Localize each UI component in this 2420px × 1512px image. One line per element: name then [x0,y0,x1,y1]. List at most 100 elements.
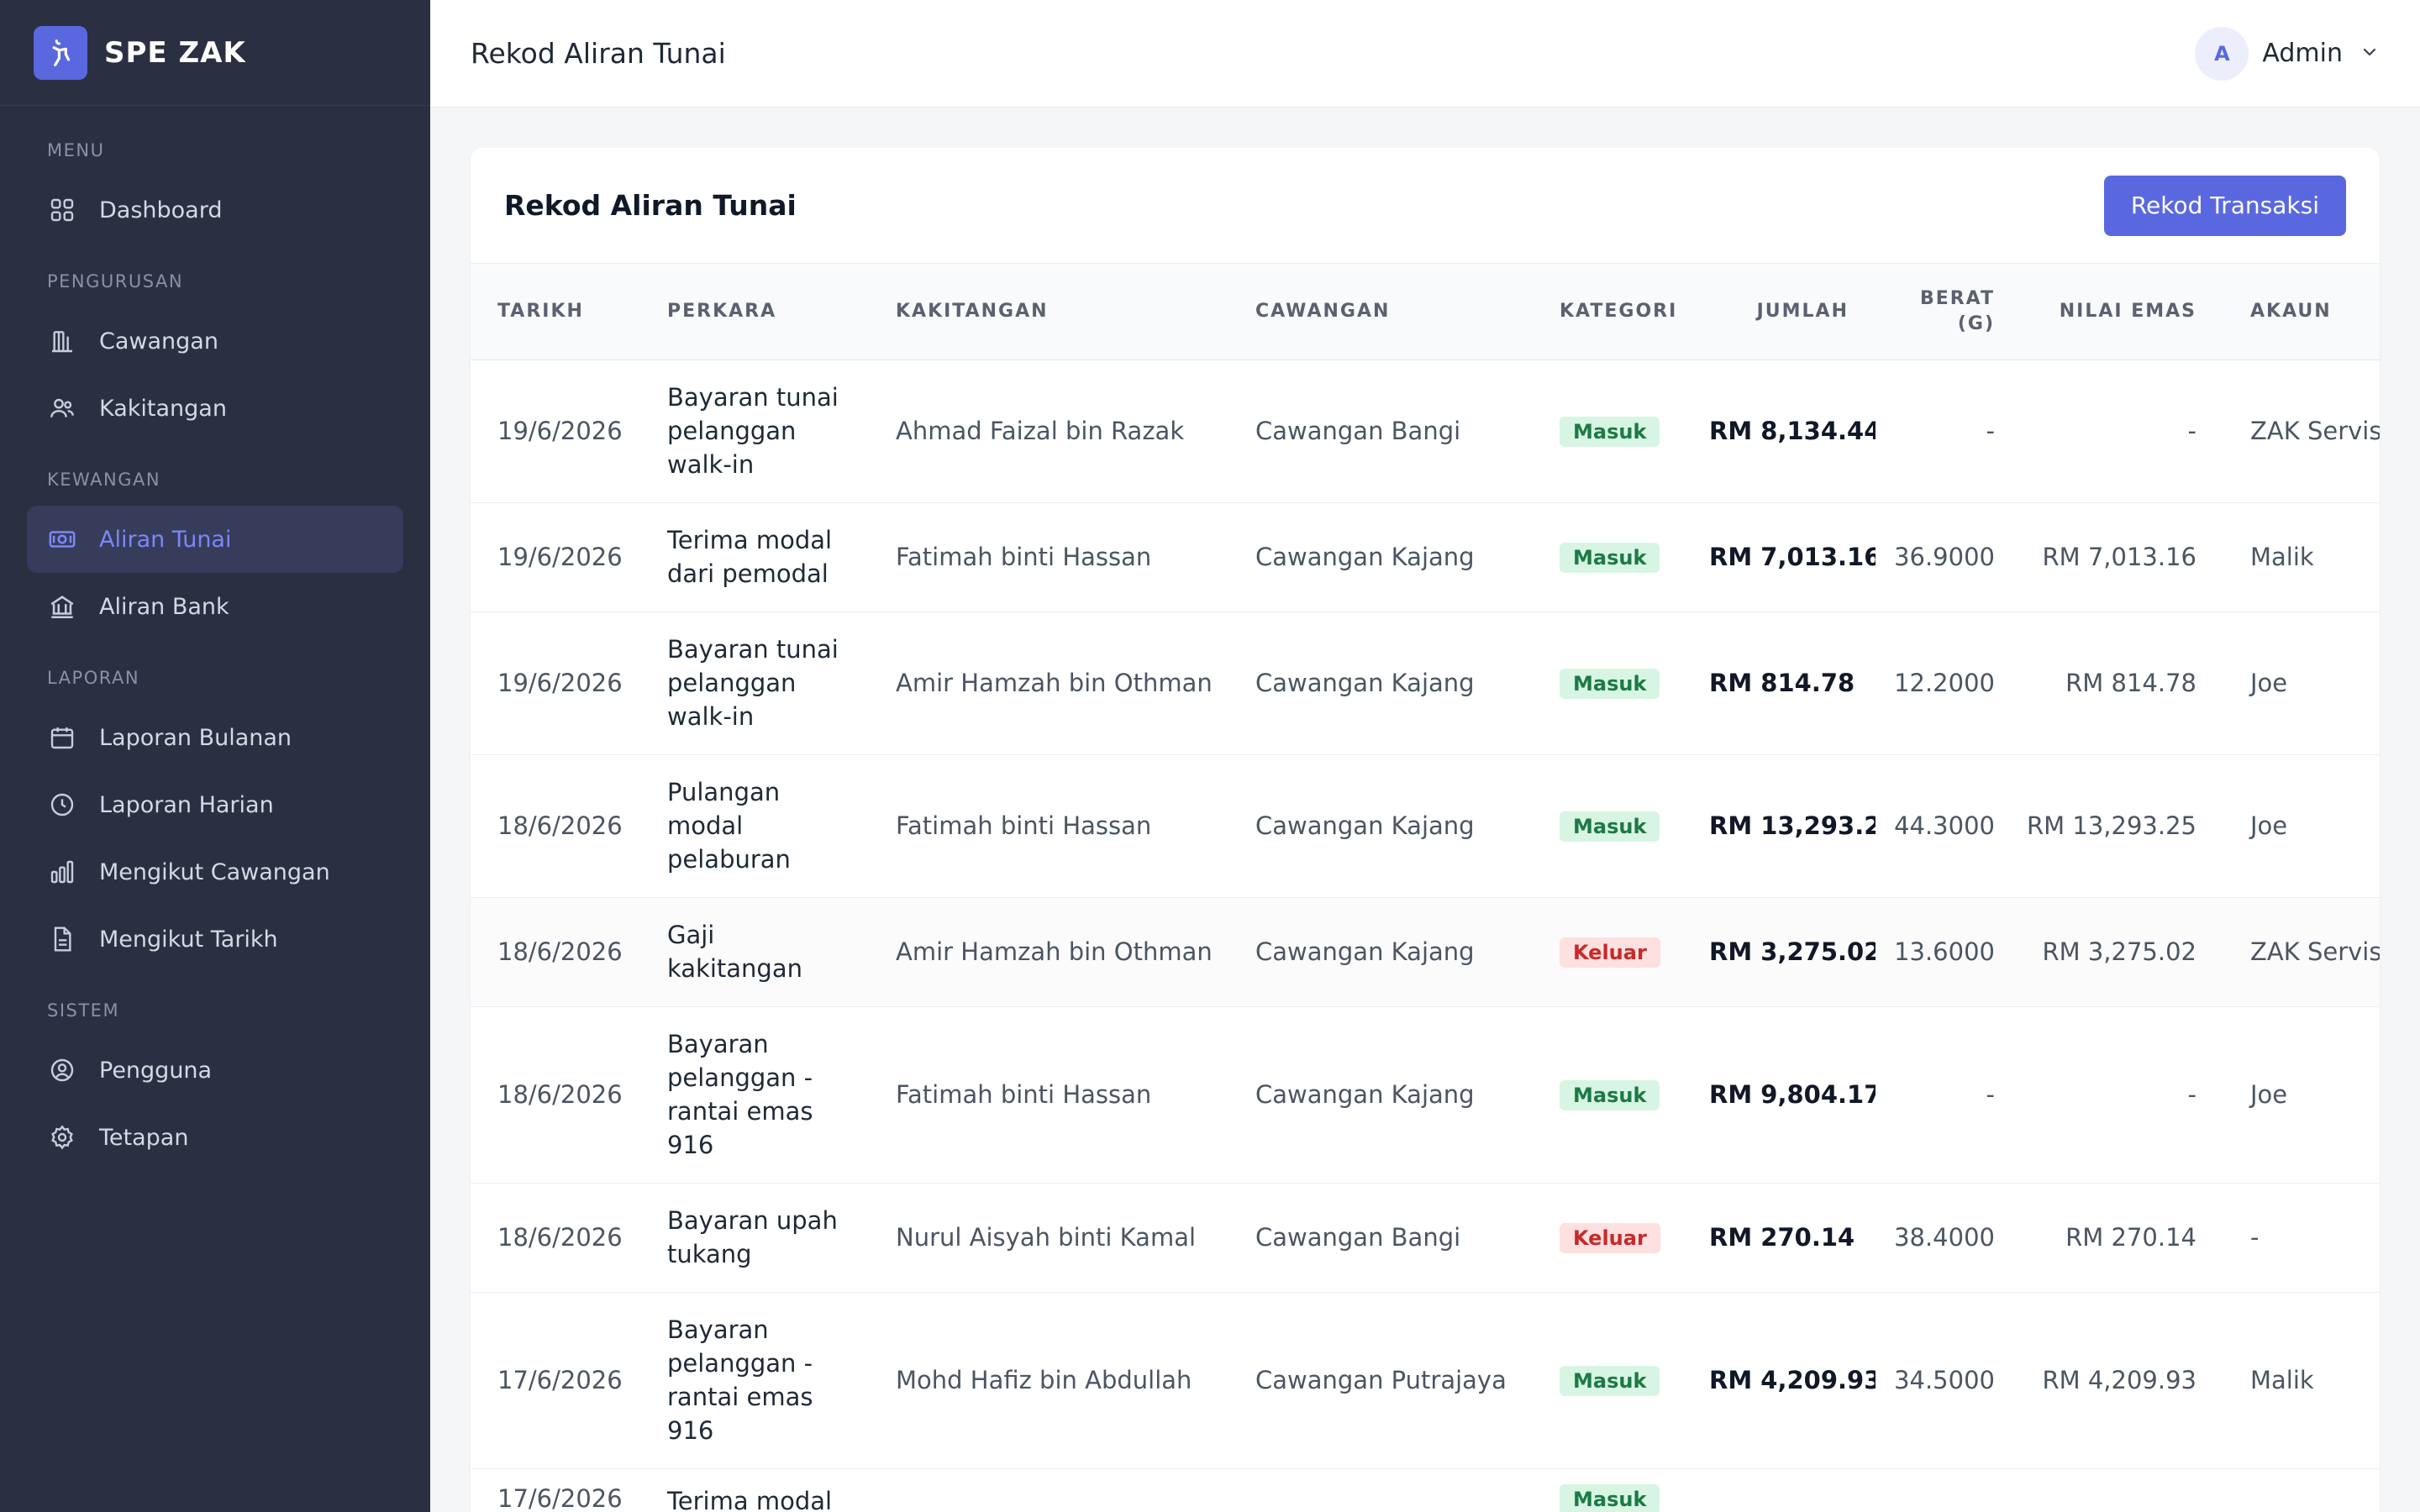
cell-kategori: Keluar [1533,1183,1709,1293]
category-badge: Masuk [1560,416,1660,447]
cell-tarikh: 17/6/2026 [471,1292,640,1469]
table-row[interactable]: 18/6/2026 Bayaran pelanggan - rantai emas… [471,1006,2380,1184]
cell-perkara: Bayaran pelanggan - rantai emas 916 [640,1006,869,1184]
topbar: Rekod Aliran Tunai A Admin [430,0,2420,108]
cell-berat: - [1876,1006,2022,1184]
cell-nilai-emas [2022,1468,2223,1512]
sidebar-item-mengikut-tarikh[interactable]: Mengikut Tarikh [27,906,403,973]
cell-berat: 12.2000 [1876,612,2022,755]
sidebar-item-laporan-harian[interactable]: Laporan Harian [27,771,403,838]
table-header-row: TARIKH PERKARA KAKITANGAN CAWANGAN KATEG… [471,264,2380,360]
col-kategori[interactable]: KATEGORI [1533,264,1709,360]
document-icon [47,924,77,954]
cell-cawangan: Cawangan Kajang [1228,612,1533,755]
col-berat[interactable]: BERAT (G) [1876,264,2022,360]
col-tarikh[interactable]: TARIKH [471,264,640,360]
sidebar-item-pengguna[interactable]: Pengguna [27,1037,403,1104]
cell-jumlah: RM 814.78 [1709,612,1876,755]
cash-icon [47,524,77,554]
cell-jumlah: RM 9,804.17 [1709,1006,1876,1184]
cell-jumlah: RM 7,013.16 [1709,502,1876,612]
category-badge: Masuk [1560,542,1660,573]
section-menu: MENU [47,140,105,160]
sidebar-item-label: Pengguna [99,1057,213,1084]
sidebar-item-laporan-bulanan[interactable]: Laporan Bulanan [27,704,403,771]
sidebar-item-label: Mengikut Cawangan [99,858,330,885]
section-sistem: SISTEM [47,1000,120,1021]
sidebar-item-cawangan[interactable]: Cawangan [27,307,403,375]
col-jumlah[interactable]: JUMLAH [1709,264,1876,360]
cell-akaun: Malik [2223,1292,2380,1469]
col-perkara[interactable]: PERKARA [640,264,869,360]
table-row[interactable]: 18/6/2026 Gaji kakitangan Amir Hamzah bin … [471,897,2380,1007]
table-row[interactable]: 18/6/2026 Bayaran upah tukang Nurul Aisyah… [471,1183,2380,1293]
cell-tarikh: 18/6/2026 [471,754,640,898]
sidebar-item-mengikut-cawangan[interactable]: Mengikut Cawangan [27,838,403,906]
dashboard-icon [47,195,77,225]
cell-tarikh: 19/6/2026 [471,360,640,503]
cell-kategori: Masuk [1533,360,1709,503]
cell-kategori: Masuk [1533,612,1709,755]
col-akaun[interactable]: AKAUN [2223,264,2380,360]
card-header: Rekod Aliran Tunai Rekod Transaksi [471,148,2380,264]
category-badge: Masuk [1560,1483,1660,1512]
cell-nilai-emas: RM 7,013.16 [2022,502,2223,612]
cell-nilai-emas: RM 13,293.25 [2022,754,2223,898]
col-kakitangan[interactable]: KAKITANGAN [869,264,1228,360]
cell-cawangan: Cawangan Bangi [1228,360,1533,503]
cell-akaun: - [2223,1183,2380,1293]
cell-perkara: Pulangan modal pelaburan [640,754,869,898]
sidebar-item-aliran-bank[interactable]: Aliran Bank [27,573,403,640]
cell-perkara: Bayaran tunai pelanggan walk-in [640,360,869,503]
cell-akaun: Joe [2223,1006,2380,1184]
cell-kakitangan: Fatimah binti Hassan [869,1006,1228,1184]
col-nilai-emas[interactable]: NILAI EMAS [2022,264,2223,360]
cell-berat: - [1876,360,2022,503]
sidebar-item-label: Aliran Tunai [99,526,232,553]
cell-kategori: Keluar [1533,897,1709,1007]
table-row[interactable]: 19/6/2026 Bayaran tunai pelanggan walk-in… [471,360,2380,503]
sidebar-item-tetapan[interactable]: Tetapan [27,1104,403,1171]
brand-name: SPE ZAK [104,35,246,70]
sidebar-item-aliran-tunai[interactable]: Aliran Tunai [27,506,403,573]
sidebar-item-dashboard[interactable]: Dashboard [27,176,403,244]
cell-tarikh: 18/6/2026 [471,1006,640,1184]
table-row[interactable]: 17/6/2026 Bayaran pelanggan - rantai emas… [471,1292,2380,1469]
col-cawangan[interactable]: CAWANGAN [1228,264,1533,360]
cell-kategori: Masuk [1533,1292,1709,1469]
category-badge: Keluar [1560,1222,1660,1253]
cell-nilai-emas: - [2022,1006,2223,1184]
section-pengurusan: PENGURUSAN [47,271,184,291]
cell-tarikh: 17/6/2026 [471,1468,640,1512]
cell-tarikh: 18/6/2026 [471,897,640,1007]
chevron-down-icon [2360,42,2380,66]
card-title: Rekod Aliran Tunai [504,189,797,222]
cell-akaun: Joe [2223,612,2380,755]
bar-chart-icon [47,857,77,887]
cell-perkara: Terima modal dari pemodal [640,502,869,612]
user-menu[interactable]: A Admin [2195,26,2380,81]
table-row[interactable]: 18/6/2026 Pulangan modal pelaburan Fatimah… [471,754,2380,898]
table-row[interactable]: 19/6/2026 Bayaran tunai pelanggan walk-in… [471,612,2380,755]
rekod-transaksi-button[interactable]: Rekod Transaksi [2103,175,2346,236]
sidebar-item-label: Tetapan [99,1124,189,1151]
calendar-icon [47,722,77,753]
cell-kakitangan: Fatimah binti Hassan [869,502,1228,612]
category-badge: Keluar [1560,937,1660,968]
table-row[interactable]: 19/6/2026 Terima modal dari pemodal Fatima… [471,502,2380,612]
page-title: Rekod Aliran Tunai [471,37,726,70]
sidebar-item-label: Dashboard [99,197,223,223]
cell-berat [1876,1468,2022,1512]
cell-nilai-emas: - [2022,360,2223,503]
cell-kategori: Masuk [1533,502,1709,612]
users-icon [47,393,77,423]
cell-perkara: Bayaran tunai pelanggan walk-in [640,612,869,755]
cell-jumlah: RM 8,134.44 [1709,360,1876,503]
sidebar-item-kakitangan[interactable]: Kakitangan [27,375,403,442]
cell-kakitangan: Mohd Hafiz bin Abdullah [869,1292,1228,1469]
cashflow-table: TARIKH PERKARA KAKITANGAN CAWANGAN KATEG… [471,264,2380,1512]
cell-perkara: Bayaran upah tukang [640,1183,869,1293]
cell-cawangan: Cawangan Putrajaya [1228,1292,1533,1469]
